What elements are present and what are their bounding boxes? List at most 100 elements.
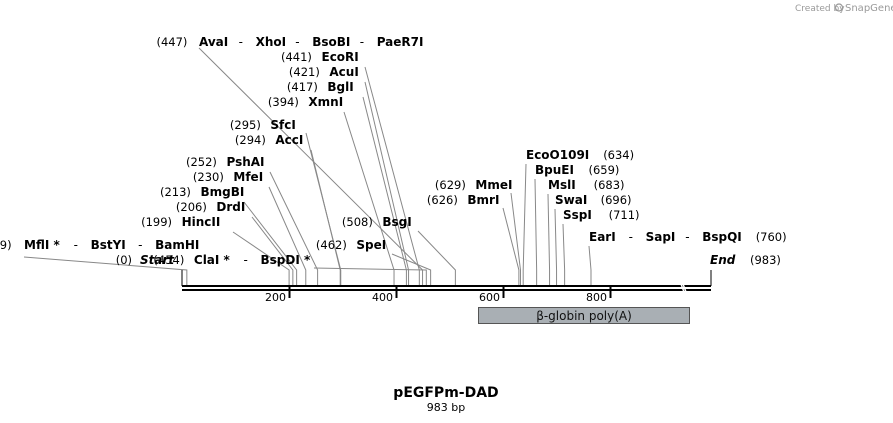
enzyme-name[interactable]: AcuI <box>329 65 358 79</box>
site-connector <box>268 186 307 286</box>
site-connector <box>502 207 520 286</box>
enzyme-name[interactable]: DrdI <box>216 200 245 214</box>
site-connector <box>343 111 395 286</box>
enzyme-separator: - <box>685 230 689 244</box>
site-group[interactable]: (683) MslI <box>548 178 625 192</box>
site-group[interactable]: (417) BglI <box>287 80 354 94</box>
enzyme-name[interactable]: BmrI <box>467 193 499 207</box>
enzyme-name[interactable]: BspQI <box>702 230 742 244</box>
enzyme-name[interactable]: MfeI <box>233 170 263 184</box>
enzyme-separator: - <box>295 35 299 49</box>
tick-label: 600 <box>479 291 500 304</box>
site-position: (659) <box>589 163 620 177</box>
enzyme-name[interactable]: XhoI <box>256 35 287 49</box>
site-position: (683) <box>594 178 625 192</box>
enzyme-name[interactable]: BmgBI <box>201 185 245 199</box>
tick-label: 400 <box>372 291 393 304</box>
enzyme-name[interactable]: ClaI * <box>194 253 231 267</box>
site-position: (394) <box>268 95 299 109</box>
site-group[interactable]: (711) SspI <box>563 208 640 222</box>
site-position: (696) <box>601 193 632 207</box>
site-group[interactable]: (295) SfcI <box>230 118 296 132</box>
site-position: (441) <box>281 50 312 64</box>
site-group[interactable]: (462) SpeI <box>316 238 386 252</box>
site-position: (421) <box>289 65 320 79</box>
site-group[interactable]: (9)MflI *-BstYI-BamHI <box>0 238 199 252</box>
enzyme-name[interactable]: BglI <box>327 80 353 94</box>
site-connector <box>232 231 290 286</box>
site-group[interactable]: (629) MmeI <box>435 178 513 192</box>
enzyme-name[interactable]: BpuEI <box>535 163 574 177</box>
site-group[interactable]: (659) BpuEI <box>535 163 619 177</box>
site-group[interactable]: (634) EcoO109I <box>526 148 634 162</box>
enzyme-name[interactable]: SapI <box>646 230 676 244</box>
site-group[interactable]: (760)EarI - SapI - BspQI <box>589 230 787 244</box>
enzyme-name[interactable]: MflI * <box>24 238 60 252</box>
site-group[interactable]: (447) AvaI - XhoI - BsoBI - PaeR7I <box>157 35 424 49</box>
site-group[interactable]: (294) AccI <box>235 133 303 147</box>
enzyme-separator: - <box>360 35 364 49</box>
site-group[interactable]: (454) ClaI * - BspDI * <box>153 253 311 267</box>
enzyme-separator: - <box>138 238 142 252</box>
site-connector <box>251 216 294 286</box>
enzyme-name[interactable]: HincII <box>182 215 221 229</box>
snapgene-logo-icon <box>834 3 844 12</box>
feature-beta-globin-polya[interactable]: β-globin poly(A) <box>478 307 690 324</box>
site-labels: (9)MflI *-BstYI-BamHI(199)HincII(206)Drd… <box>0 35 787 267</box>
enzyme-name[interactable]: PaeR7I <box>377 35 424 49</box>
enzyme-name[interactable]: PshAI <box>227 155 265 169</box>
enzyme-name[interactable]: BsgI <box>382 215 411 229</box>
ruler: 200 400 600 800 <box>265 286 612 304</box>
site-group[interactable]: (626) BmrI <box>427 193 500 207</box>
start-position: (0) <box>116 253 132 267</box>
enzyme-name[interactable]: BamHI <box>155 238 199 252</box>
enzyme-name[interactable]: EarI <box>589 230 616 244</box>
enzyme-name[interactable]: AccI <box>275 133 303 147</box>
enzyme-name[interactable]: BstYI <box>91 238 126 252</box>
site-position: (206) <box>176 200 207 214</box>
enzyme-name[interactable]: EcoO109I <box>526 148 589 162</box>
site-connector <box>243 201 298 286</box>
site-group[interactable]: (696) SwaI <box>555 193 632 207</box>
site-connector <box>313 267 427 286</box>
site-position: (213) <box>160 185 191 199</box>
enzyme-name[interactable]: AvaI <box>199 35 228 49</box>
feature-box[interactable] <box>478 307 690 324</box>
enzyme-name[interactable]: BspDI * <box>261 253 311 267</box>
enzyme-name[interactable]: BsoBI <box>312 35 350 49</box>
enzyme-name[interactable]: SfcI <box>270 118 295 132</box>
site-position: (711) <box>609 208 640 222</box>
enzyme-name[interactable]: MmeI <box>475 178 512 192</box>
site-position: (629) <box>435 178 466 192</box>
start-marker: (0) Start <box>116 253 183 286</box>
end-label: End <box>710 253 736 267</box>
end-marker: End (983) <box>710 253 781 286</box>
site-connector <box>522 163 527 286</box>
site-group[interactable]: (441) EcoRI <box>281 50 359 64</box>
site-group[interactable]: (394) XmnI <box>268 95 343 109</box>
site-group[interactable]: (206) DrdI <box>176 200 245 214</box>
site-connector <box>23 256 188 286</box>
site-position: (9) <box>0 238 12 252</box>
site-group[interactable]: (508) BsgI <box>342 215 412 229</box>
site-connector <box>588 245 592 286</box>
site-position: (295) <box>230 118 261 132</box>
start-label: Start <box>140 253 175 267</box>
site-group[interactable]: (213) BmgBI <box>160 185 244 199</box>
enzyme-name[interactable]: SwaI <box>555 193 587 207</box>
enzyme-separator: - <box>244 253 248 267</box>
enzyme-name[interactable]: MslI <box>548 178 576 192</box>
enzyme-name[interactable]: SspI <box>563 208 592 222</box>
enzyme-name[interactable]: EcoRI <box>322 50 359 64</box>
site-group[interactable]: (421) AcuI <box>289 65 359 79</box>
tick-label: 800 <box>586 291 607 304</box>
site-group[interactable]: (230) MfeI <box>193 170 263 184</box>
enzyme-name[interactable]: XmnI <box>308 95 343 109</box>
site-connector <box>305 132 342 286</box>
enzyme-name[interactable]: SpeI <box>356 238 386 252</box>
enzyme-separator: - <box>629 230 633 244</box>
site-group[interactable]: (199) HincII <box>141 215 220 229</box>
site-position: (294) <box>235 133 266 147</box>
site-group[interactable]: (252) PshAI <box>186 155 265 169</box>
